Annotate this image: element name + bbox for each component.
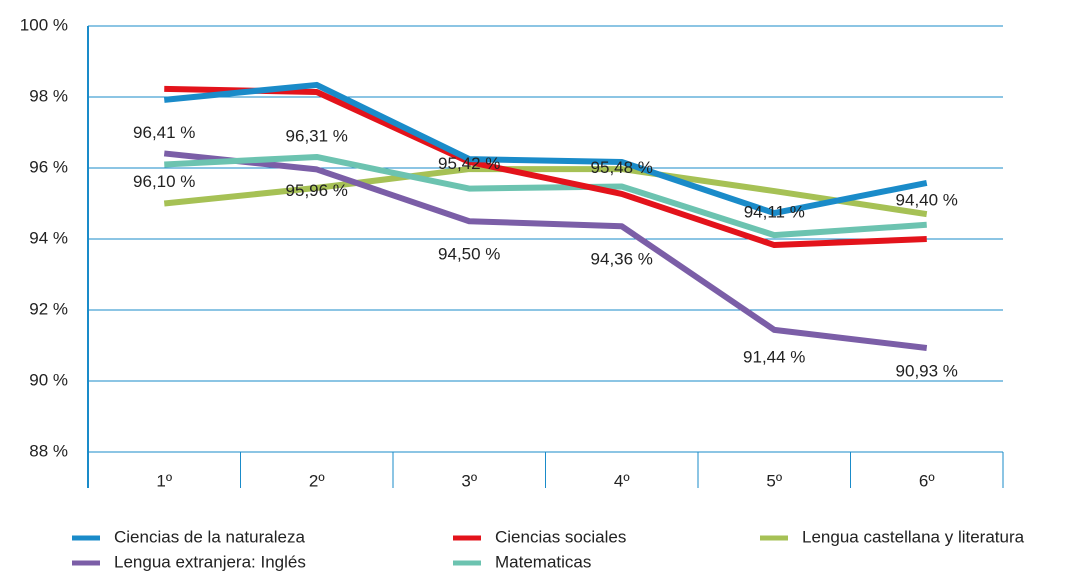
y-tick-label: 100 %	[20, 15, 68, 34]
legend-label: Ciencias sociales	[495, 527, 626, 546]
series-line	[163, 150, 928, 351]
x-tick-label: 2º	[309, 471, 325, 490]
data-label: 94,11 %	[744, 203, 805, 222]
x-tick-label: 4º	[614, 471, 630, 490]
data-label: 96,10 %	[133, 172, 195, 191]
series-line	[164, 153, 927, 239]
y-tick-label: 88 %	[29, 441, 68, 460]
legend-label: Ciencias de la naturaleza	[114, 527, 305, 546]
x-tick-label: 6º	[919, 471, 935, 490]
y-tick-label: 90 %	[29, 370, 68, 389]
x-tick-label: 5º	[766, 471, 782, 490]
data-label: 94,40 %	[896, 190, 958, 209]
series-line	[163, 166, 928, 218]
data-label: 96,31 %	[286, 126, 348, 145]
y-tick-label: 96 %	[29, 157, 68, 176]
data-label: 90,93 %	[896, 361, 958, 380]
data-label: 94,50 %	[438, 245, 500, 264]
data-label: 94,36 %	[591, 250, 653, 269]
data-label: 95,42 %	[438, 154, 500, 173]
data-label: 96,41 %	[133, 123, 195, 142]
data-label: 95,48 %	[591, 158, 653, 177]
series-line	[163, 81, 928, 217]
legend-label: Matematicas	[495, 552, 591, 571]
y-tick-label: 92 %	[29, 299, 68, 318]
legend-label: Lengua castellana y literatura	[802, 527, 1025, 546]
y-tick-label: 94 %	[29, 228, 68, 247]
series-line	[164, 85, 927, 249]
y-tick-label: 98 %	[29, 86, 68, 105]
x-tick-label: 1º	[156, 471, 172, 490]
legend-label: Lengua extranjera: Inglés	[114, 552, 306, 571]
data-label: 95,96 %	[286, 181, 348, 200]
data-label: 91,44 %	[743, 347, 805, 366]
x-tick-label: 3º	[461, 471, 477, 490]
